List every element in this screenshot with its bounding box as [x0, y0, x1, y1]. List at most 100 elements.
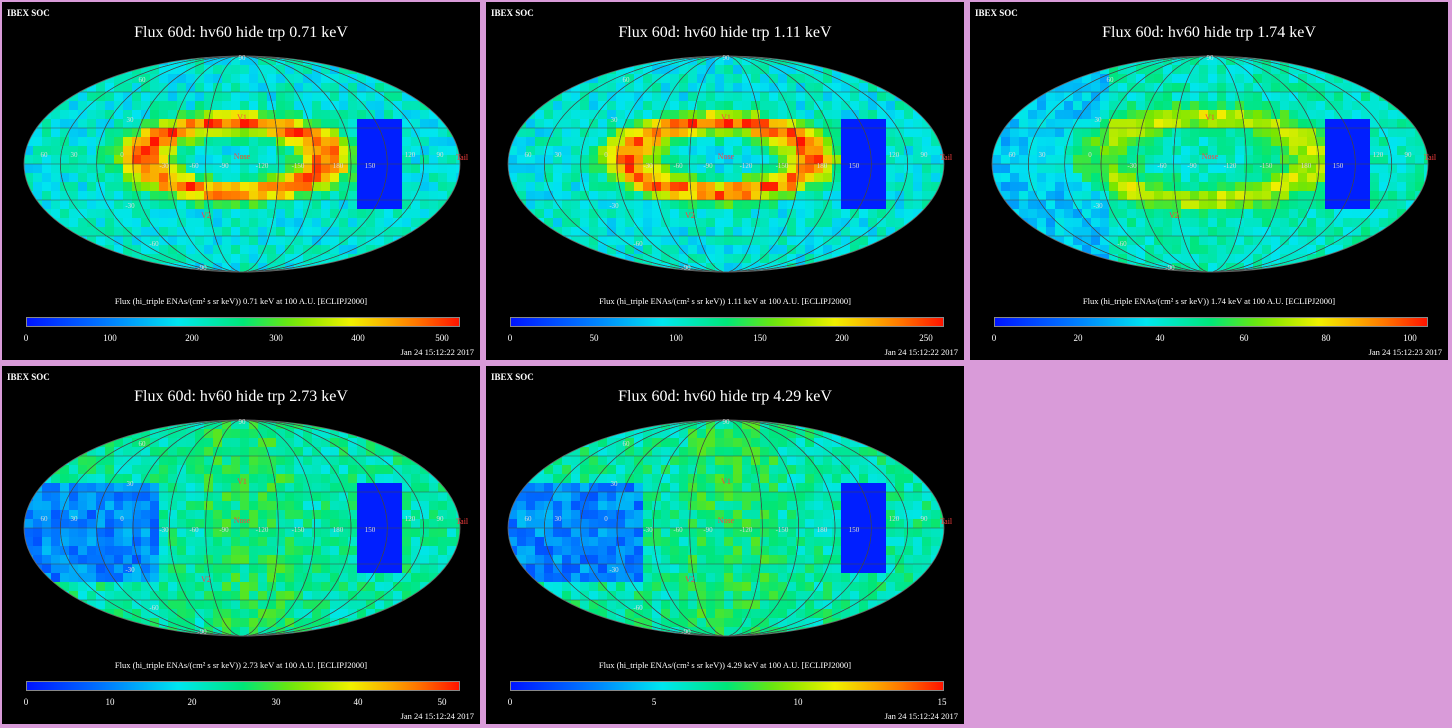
latitude-label: -60 — [149, 604, 159, 612]
colorbar-tick-label: 0 — [23, 333, 29, 343]
latitude-label: -60 — [633, 240, 643, 248]
v1-marker: V1 — [721, 477, 731, 486]
mollweide-map: V1 V2 Nose Tail 60 30 0 -30 -60 -90 -120 -150 180 150… — [23, 54, 469, 273]
soc-label: IBEX SOC — [491, 372, 534, 382]
longitude-label: -120 — [740, 526, 753, 534]
longitude-label: 150 — [849, 162, 860, 170]
longitude-label: -90 — [703, 526, 713, 534]
colorbar-tick-label: 30 — [271, 697, 281, 707]
longitude-label: -60 — [1157, 162, 1167, 170]
longitude-label: -90 — [1187, 162, 1197, 170]
colorbar-caption: Flux (hi_triple ENAs/(cm² s sr keV)) 0.7… — [114, 296, 368, 306]
v2-marker: V2 — [1169, 211, 1179, 220]
timestamp: Jan 24 15:12:22 2017 — [884, 347, 958, 357]
longitude-label: -120 — [256, 162, 269, 170]
longitude-label: 30 — [71, 151, 79, 159]
tail-marker: Tail — [456, 153, 469, 162]
longitude-label: -30 — [159, 162, 169, 170]
tail-marker: Tail — [456, 517, 469, 526]
latitude-label: 60 — [1107, 76, 1115, 84]
panel-title: Flux 60d: hv60 hide trp 1.74 keV — [1102, 24, 1316, 41]
longitude-label: -30 — [159, 526, 169, 534]
colorbar-tick-label: 0 — [507, 697, 513, 707]
longitude-label: 180 — [817, 162, 828, 170]
latitude-label: -90 — [197, 264, 207, 272]
colorbar-caption: Flux (hi_triple ENAs/(cm² s sr keV)) 1.1… — [599, 296, 851, 306]
v2-marker: V2 — [201, 211, 211, 220]
longitude-label: 90 — [437, 151, 445, 159]
soc-label: IBEX SOC — [7, 372, 50, 382]
longitude-label: -150 — [776, 526, 789, 534]
longitude-label: 150 — [365, 162, 376, 170]
colorbar-tick-label: 15 — [937, 697, 947, 707]
latitude-label: -90 — [681, 628, 691, 636]
v1-marker: V1 — [1205, 113, 1215, 122]
longitude-label: -120 — [1224, 162, 1237, 170]
colorbar-tick-label: 100 — [103, 333, 117, 343]
longitude-label: -60 — [673, 526, 683, 534]
v1-marker: V1 — [721, 113, 731, 122]
longitude-label: 0 — [1088, 151, 1092, 159]
longitude-label: -60 — [189, 162, 199, 170]
mollweide-map: V1 V2 Nose Tail 60 30 0 -30 -60 -90 -120 -150 180 150… — [507, 418, 953, 637]
colorbar-tick-label: 250 — [919, 333, 933, 343]
latitude-label: 90 — [723, 54, 731, 62]
colorbar-tick-label: 50 — [589, 333, 599, 343]
soc-label: IBEX SOC — [7, 8, 50, 18]
colorbar-caption: Flux (hi_triple ENAs/(cm² s sr keV)) 1.7… — [1082, 296, 1336, 306]
colorbar-tick-label: 40 — [353, 697, 363, 707]
longitude-label: 60 — [525, 151, 533, 159]
longitude-label: -120 — [740, 162, 753, 170]
sky-map-panel: V1 V2 Nose Tail 60 30 0 -30 -60 -90 -120 -150 180 150… — [970, 2, 1448, 360]
panel-title: Flux 60d: hv60 hide trp 1.11 keV — [618, 24, 832, 41]
colorbar-tick-label: 20 — [187, 697, 197, 707]
tail-marker: Tail — [940, 153, 953, 162]
longitude-label: 90 — [437, 515, 445, 523]
timestamp: Jan 24 15:12:22 2017 — [400, 347, 474, 357]
longitude-label: 150 — [1333, 162, 1344, 170]
panel-title: Flux 60d: hv60 hide trp 4.29 keV — [618, 388, 832, 405]
nose-marker: Nose — [718, 516, 735, 525]
longitude-label: -30 — [643, 162, 653, 170]
latitude-label: -30 — [125, 566, 135, 574]
longitude-label: 120 — [405, 151, 416, 159]
colorbar-tick-label: 40 — [1155, 333, 1165, 343]
colorbar — [510, 317, 944, 327]
longitude-label: 60 — [41, 515, 49, 523]
latitude-label: 60 — [623, 76, 631, 84]
latitude-label: 30 — [127, 480, 135, 488]
longitude-label: 30 — [1039, 151, 1047, 159]
longitude-label: 150 — [365, 526, 376, 534]
latitude-label: -90 — [197, 628, 207, 636]
latitude-label: 30 — [611, 116, 619, 124]
longitude-label: 30 — [71, 515, 79, 523]
colorbar-tick-label: 60 — [1239, 333, 1249, 343]
colorbar — [994, 317, 1428, 327]
colorbar-tick-label: 0 — [507, 333, 513, 343]
longitude-label: 60 — [41, 151, 49, 159]
colorbar-tick-label: 10 — [105, 697, 115, 707]
longitude-label: -150 — [292, 162, 305, 170]
longitude-label: 60 — [525, 515, 533, 523]
latitude-label: -60 — [149, 240, 159, 248]
longitude-label: 0 — [604, 515, 608, 523]
latitude-label: 90 — [723, 418, 731, 426]
mollweide-map: V1 V2 Nose Tail 60 30 0 -30 -60 -90 -120 -150 180 150… — [991, 54, 1437, 273]
sky-map-panel: V1 V2 Nose Tail 60 30 0 -30 -60 -90 -120 -150 180 150… — [2, 2, 480, 360]
colorbar-tick-label: 150 — [753, 333, 767, 343]
longitude-label: -90 — [703, 162, 713, 170]
timestamp: Jan 24 15:12:24 2017 — [884, 711, 958, 721]
colorbar-tick-label: 500 — [435, 333, 449, 343]
mollweide-map: V1 V2 Nose Tail 60 30 0 -30 -60 -90 -120 -150 180 150… — [23, 418, 469, 637]
longitude-label: -150 — [1260, 162, 1273, 170]
colorbar-tick-label: 200 — [835, 333, 849, 343]
colorbar-tick-label: 50 — [437, 697, 447, 707]
colorbar — [510, 681, 944, 691]
longitude-label: -60 — [189, 526, 199, 534]
colorbar — [26, 317, 460, 327]
v2-marker: V2 — [685, 211, 695, 220]
longitude-label: -30 — [1127, 162, 1137, 170]
latitude-label: -90 — [1165, 264, 1175, 272]
soc-label: IBEX SOC — [491, 8, 534, 18]
latitude-label: 30 — [1095, 116, 1103, 124]
